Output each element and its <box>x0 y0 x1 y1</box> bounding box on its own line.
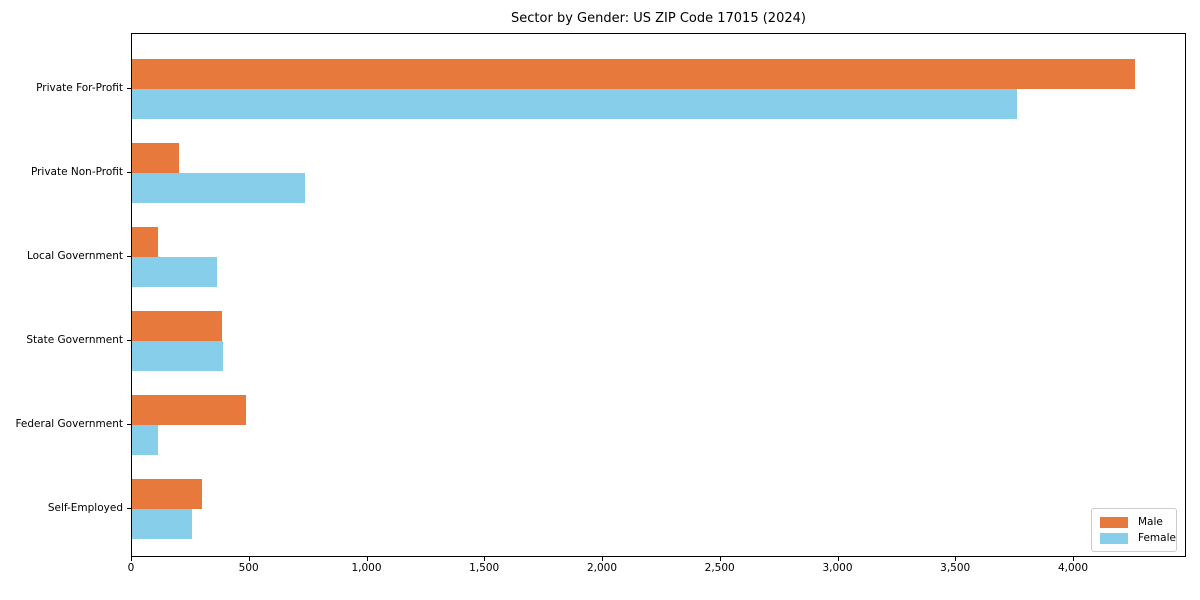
bar-female-self-employed <box>132 509 193 539</box>
x-tick-label-3500: 3,500 <box>940 562 971 574</box>
legend-swatch-male <box>1100 516 1128 528</box>
x-tick-mark <box>602 557 603 561</box>
y-tick-label-self-employed: Self-Employed <box>47 502 123 514</box>
bar-male-federal-government <box>132 395 247 425</box>
x-tick-label-500: 500 <box>238 562 259 574</box>
x-tick-label-0: 0 <box>127 562 135 574</box>
legend-entry-female: Female <box>1100 531 1176 546</box>
y-tick-label-private-for-profit: Private For-Profit <box>36 82 123 94</box>
x-tick-mark <box>484 557 486 561</box>
y-tick-mark <box>127 88 131 89</box>
y-tick-label-federal-government: Federal Government <box>15 418 123 430</box>
y-tick-mark <box>127 340 131 341</box>
plot-area <box>131 33 1186 557</box>
y-tick-mark <box>127 172 131 173</box>
y-tick-mark <box>127 424 131 425</box>
x-tick-label-3000: 3,000 <box>822 562 853 574</box>
x-tick-label-4000: 4,000 <box>1057 562 1089 574</box>
legend-swatch-female <box>1100 532 1128 544</box>
x-tick-mark <box>719 557 721 561</box>
x-tick-label-1000: 1,000 <box>351 562 382 574</box>
x-tick-mark <box>955 557 957 561</box>
x-tick-mark <box>837 557 839 561</box>
bar-female-private-non-profit <box>132 173 306 203</box>
bar-male-local-government <box>132 227 158 257</box>
legend-label-female: Female <box>1138 532 1176 544</box>
legend: Male Female <box>1091 508 1177 552</box>
bar-female-federal-government <box>132 425 158 455</box>
y-tick-label-private-non-profit: Private Non-Profit <box>30 166 123 178</box>
x-tick-label-1500: 1,500 <box>469 562 500 574</box>
y-tick-mark <box>127 256 131 257</box>
x-tick-label-2000: 2,000 <box>586 562 618 574</box>
x-tick-mark <box>131 557 132 561</box>
y-tick-label-state-government: State Government <box>26 334 123 346</box>
x-tick-mark <box>248 557 250 561</box>
chart-title: Sector by Gender: US ZIP Code 17015 (202… <box>511 11 806 26</box>
bar-male-private-non-profit <box>132 143 180 173</box>
bar-female-private-for-profit <box>132 89 1018 119</box>
bar-female-local-government <box>132 257 217 287</box>
legend-entry-male: Male <box>1100 515 1168 530</box>
bar-male-self-employed <box>132 479 202 509</box>
x-tick-label-2500: 2,500 <box>704 562 735 574</box>
y-tick-label-local-government: Local Government <box>26 250 123 262</box>
bar-male-state-government <box>132 311 222 341</box>
legend-label-male: Male <box>1138 516 1163 528</box>
bar-female-state-government <box>132 341 223 371</box>
y-tick-mark <box>127 508 131 509</box>
x-tick-mark <box>1073 557 1074 561</box>
x-tick-mark <box>366 557 368 561</box>
bar-male-private-for-profit <box>132 59 1136 89</box>
